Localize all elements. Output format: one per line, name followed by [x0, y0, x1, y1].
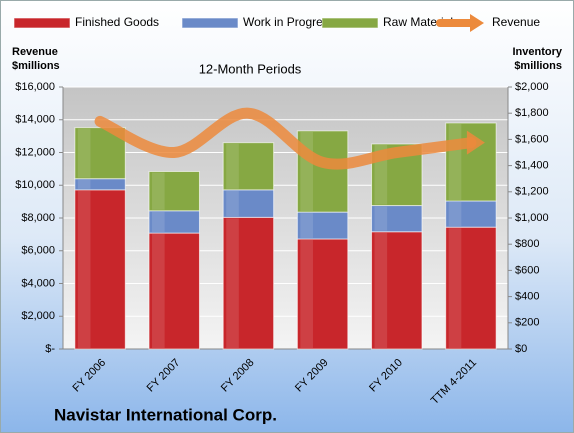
- y-tick-label: $2,000: [21, 310, 55, 322]
- bar-shine: [448, 201, 462, 227]
- line-arrowhead: [466, 130, 485, 155]
- y2-tick-label: $400: [515, 291, 539, 303]
- bar-shine: [77, 190, 91, 348]
- legend-label: Revenue: [492, 15, 540, 29]
- y2-tick-label: $600: [515, 264, 539, 276]
- y-tick-label: $16,000: [15, 81, 55, 93]
- y-tick-label: $12,000: [15, 146, 55, 158]
- bar-shine: [448, 228, 462, 348]
- bar-shine: [374, 206, 388, 231]
- y2-tick-label: $1,000: [515, 212, 549, 224]
- bar-segment: [296, 130, 349, 213]
- legend-swatch: [181, 17, 239, 29]
- y2-tick-label: $200: [515, 317, 539, 329]
- y-tick-label: $10,000: [15, 179, 55, 191]
- y-tick-label: $14,000: [15, 114, 55, 126]
- y-axis-label: $millions: [12, 60, 60, 72]
- y2-tick-label: $1,800: [515, 107, 549, 119]
- bar-segment: [222, 142, 275, 191]
- legend-label: Finished Goods: [75, 15, 159, 29]
- line: [94, 107, 477, 170]
- bar-shine: [226, 218, 239, 348]
- chart-title: Navistar International Corp.: [54, 405, 277, 424]
- bar-shine: [152, 234, 165, 348]
- legend-swatch: [321, 17, 379, 29]
- bar-segment: [296, 238, 349, 350]
- y2-tick-label: $1,600: [515, 133, 549, 145]
- bar-segment: [74, 189, 126, 350]
- legend-swatch: [470, 14, 484, 32]
- y2-tick-label: $1,200: [515, 186, 549, 198]
- bar-shine: [374, 232, 388, 348]
- bar-shine: [226, 190, 239, 217]
- bar-shine: [77, 179, 91, 189]
- bar-segment: [148, 170, 200, 212]
- y-tick-label: $6,000: [21, 245, 55, 257]
- bar-segment: [222, 216, 275, 350]
- bar-shine: [77, 128, 91, 178]
- bar-segment: [371, 231, 423, 350]
- y2-tick-label: $2,000: [515, 81, 549, 93]
- legend-swatch: [13, 17, 71, 29]
- chart-subtitle: 12-Month Periods: [199, 61, 302, 76]
- bar-segment: [445, 200, 497, 228]
- y2-axis-label: $millions: [514, 60, 562, 72]
- bar-shine: [300, 239, 313, 348]
- bar-shine: [300, 213, 313, 238]
- y-tick-label: $8,000: [21, 212, 55, 224]
- bar-shine: [448, 124, 462, 200]
- y-tick-label: $-: [45, 343, 55, 355]
- bar-segment: [148, 232, 200, 350]
- bar-segment: [445, 226, 497, 350]
- bar-shine: [152, 172, 165, 210]
- y-axis-label: Revenue: [12, 46, 58, 58]
- bar-shine: [226, 143, 239, 189]
- legend-label: Work in Progress: [243, 15, 335, 29]
- y-tick-label: $4,000: [21, 277, 55, 289]
- bar-shine: [152, 211, 165, 233]
- y2-tick-label: $800: [515, 238, 539, 250]
- y2-tick-label: $0: [515, 343, 527, 355]
- y2-axis-label: Inventory: [512, 46, 562, 58]
- y2-tick-label: $1,400: [515, 160, 549, 172]
